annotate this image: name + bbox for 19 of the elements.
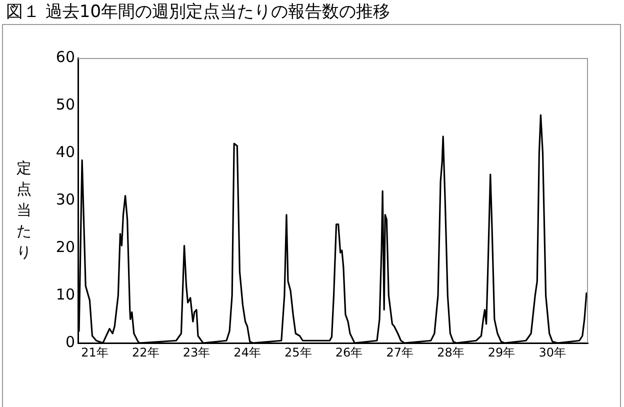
x-tick-label: 21年 (81, 345, 108, 360)
x-tick-label: 27年 (386, 345, 414, 360)
x-tick-label: 30年 (538, 345, 566, 360)
y-tick-label: 10 (56, 285, 75, 304)
x-tick-label: 29年 (488, 345, 516, 360)
x-tick-label: 28年 (437, 345, 464, 360)
x-tick-label: 25年 (284, 345, 312, 360)
y-tick-label: 0 (65, 332, 75, 351)
y-tick-label: 40 (56, 142, 75, 161)
x-tick-label: 22年 (132, 345, 160, 360)
y-tick-label: 50 (56, 95, 75, 114)
y-tick-label: 20 (56, 238, 75, 256)
chart-title: 図１ 過去10年間の週別定点当たりの報告数の推移 (6, 1, 390, 23)
y-axis-title: 定点当たり (16, 158, 32, 263)
x-tick-label: 24年 (234, 345, 261, 360)
y-tick-label: 30 (56, 190, 75, 208)
x-tick-label: 23年 (182, 345, 210, 360)
y-tick-label: 60 (56, 48, 75, 66)
x-tick-label: 26年 (335, 345, 363, 360)
